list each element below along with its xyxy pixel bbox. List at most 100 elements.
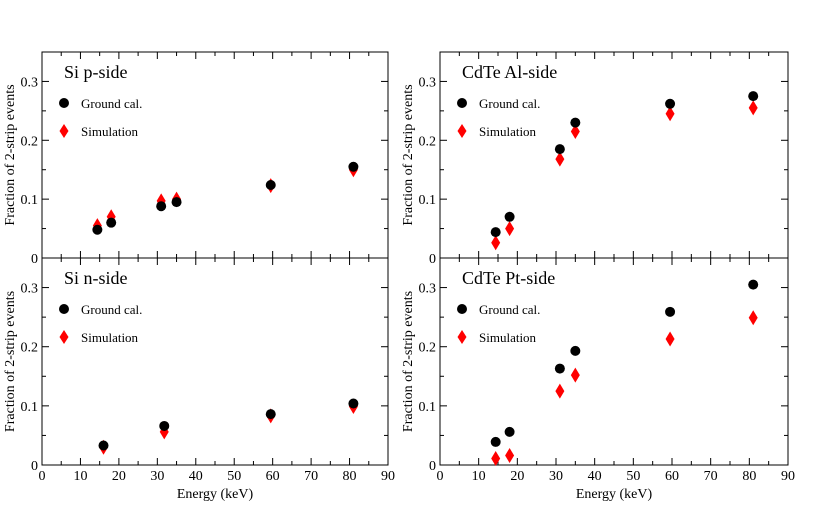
x-tick-label: 10 <box>472 469 486 484</box>
y-axis-label: Fraction of 2-strip events <box>3 84 18 225</box>
y-tick-label: 0.2 <box>21 134 39 149</box>
data-point-ground-cal <box>98 440 109 451</box>
y-tick-label: 0 <box>429 252 436 267</box>
legend-label: Simulation <box>81 124 139 139</box>
legend-label: Simulation <box>479 124 537 139</box>
data-point-simulation <box>505 448 515 464</box>
legend-marker-circle <box>457 304 467 314</box>
x-axis-label: Energy (keV) <box>576 487 653 502</box>
data-point-simulation <box>491 450 501 466</box>
data-point-ground-cal <box>665 98 676 109</box>
y-tick-label: 0.1 <box>21 193 39 208</box>
data-point-simulation <box>505 221 515 237</box>
y-tick-label: 0 <box>31 459 38 474</box>
legend-marker-circle <box>59 304 69 314</box>
data-point-ground-cal <box>159 420 170 431</box>
y-tick-label: 0.3 <box>419 282 437 297</box>
legend-marker-diamond <box>59 124 69 138</box>
panel-3: 0 0.1 0.2 0.3 0 10 20 30 40 50 60 70 80 90 Energy (keV… <box>401 257 795 502</box>
x-tick-label: 90 <box>381 469 395 484</box>
x-tick-label: 50 <box>227 469 241 484</box>
panel-title: CdTe Al-side <box>462 62 557 82</box>
x-tick-label: 60 <box>665 469 679 484</box>
x-tick-label: 90 <box>781 469 795 484</box>
y-axis-label: Fraction of 2-strip events <box>401 84 416 225</box>
data-point-ground-cal <box>554 363 565 374</box>
legend-label: Ground cal. <box>81 302 142 317</box>
plot-frame <box>439 51 789 259</box>
data-point-simulation <box>491 235 501 251</box>
data-point-ground-cal <box>348 398 359 409</box>
x-tick-label: 30 <box>549 469 563 484</box>
panel-title: Si n-side <box>64 268 128 288</box>
data-point-ground-cal <box>156 201 167 212</box>
legend-label: Ground cal. <box>81 96 142 111</box>
legend-label: Ground cal. <box>479 96 540 111</box>
y-tick-label: 0.1 <box>419 193 437 208</box>
data-point-ground-cal <box>504 426 515 437</box>
x-tick-label: 0 <box>39 469 46 484</box>
data-point-ground-cal <box>106 217 117 228</box>
y-tick-label: 0.2 <box>419 341 437 356</box>
x-axis-label: Energy (keV) <box>177 487 254 502</box>
data-point-ground-cal <box>265 180 276 191</box>
x-tick-label: 70 <box>704 469 718 484</box>
plot-frame <box>41 257 389 466</box>
data-point-ground-cal <box>665 306 676 317</box>
data-point-ground-cal <box>570 117 581 128</box>
y-tick-label: 0.2 <box>21 341 39 356</box>
data-point-ground-cal <box>265 409 276 420</box>
x-tick-label: 20 <box>112 469 126 484</box>
legend-marker-circle <box>59 98 69 108</box>
data-point-simulation <box>665 331 675 347</box>
y-tick-label: 0.1 <box>419 400 437 415</box>
y-tick-label: 0.1 <box>21 400 39 415</box>
x-tick-label: 20 <box>510 469 524 484</box>
data-point-simulation <box>748 310 758 326</box>
data-point-ground-cal <box>748 91 759 102</box>
legend-marker-diamond <box>457 124 467 138</box>
y-axis-label: Fraction of 2-strip events <box>401 291 416 432</box>
x-tick-label: 80 <box>742 469 756 484</box>
x-tick-label: 40 <box>189 469 203 484</box>
y-tick-label: 0.3 <box>21 282 39 297</box>
legend-marker-diamond <box>457 330 467 344</box>
data-point-simulation <box>555 383 565 399</box>
x-tick-label: 70 <box>304 469 318 484</box>
legend-label: Ground cal. <box>479 302 540 317</box>
panel-title: CdTe Pt-side <box>462 268 555 288</box>
data-point-ground-cal <box>554 144 565 155</box>
legend-marker-diamond <box>59 330 69 344</box>
data-point-ground-cal <box>92 224 103 235</box>
data-point-ground-cal <box>504 211 515 222</box>
x-tick-label: 10 <box>73 469 87 484</box>
plot-frame <box>439 257 789 466</box>
data-point-simulation <box>570 367 580 383</box>
y-tick-label: 0.3 <box>419 75 437 90</box>
data-point-ground-cal <box>348 161 359 172</box>
legend-label: Simulation <box>479 330 537 345</box>
y-tick-label: 0 <box>31 252 38 267</box>
panel-2: 0 0.1 0.2 0.3 0 10 20 30 40 50 60 70 80 90 Energy (keV… <box>3 257 395 502</box>
data-point-simulation <box>665 106 675 122</box>
legend-marker-circle <box>457 98 467 108</box>
y-tick-label: 0 <box>429 459 436 474</box>
y-axis-label: Fraction of 2-strip events <box>3 291 18 432</box>
x-tick-label: 30 <box>150 469 164 484</box>
legend-label: Simulation <box>81 330 139 345</box>
data-point-simulation <box>570 123 580 139</box>
data-point-simulation <box>748 100 758 116</box>
data-point-ground-cal <box>748 279 759 290</box>
y-tick-label: 0.2 <box>419 134 437 149</box>
x-tick-label: 50 <box>626 469 640 484</box>
data-point-ground-cal <box>570 345 581 356</box>
data-point-simulation <box>555 151 565 167</box>
x-tick-label: 80 <box>343 469 357 484</box>
panel-title: Si p-side <box>64 62 128 82</box>
data-point-ground-cal <box>490 227 501 238</box>
x-tick-label: 40 <box>588 469 602 484</box>
y-tick-label: 0.3 <box>21 75 39 90</box>
